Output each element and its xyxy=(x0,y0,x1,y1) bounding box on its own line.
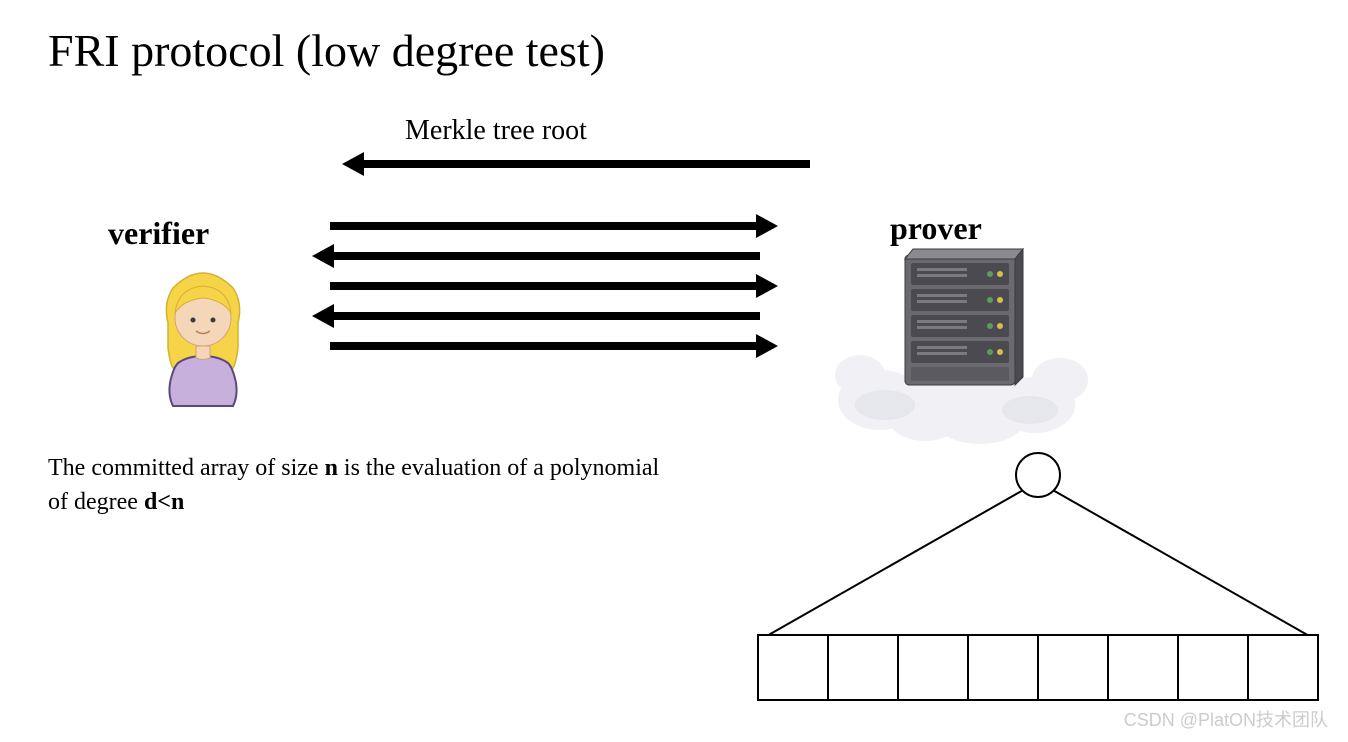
watermark: CSDN @PlatON技术团队 xyxy=(1124,706,1328,732)
arrow-right xyxy=(330,282,760,290)
description-text: The committed array of size n is the eva… xyxy=(48,452,668,519)
arrow-right xyxy=(330,342,760,350)
verifier-label: verifier xyxy=(108,215,209,252)
desc-bold-dn: d<n xyxy=(144,489,184,515)
page-title: FRI protocol (low degree test) xyxy=(48,24,605,77)
verifier-icon xyxy=(148,268,258,413)
merkle-root-label: Merkle tree root xyxy=(405,115,587,147)
merkle-tree-diagram xyxy=(755,445,1325,720)
desc-bold-n: n xyxy=(325,455,338,481)
arrow-left xyxy=(330,312,760,320)
prover-icon xyxy=(830,245,1090,450)
arrow-left xyxy=(360,160,810,168)
prover-label: prover xyxy=(890,210,982,247)
arrow-left xyxy=(330,252,760,260)
arrow-right xyxy=(330,222,760,230)
desc-part1: The committed array of size xyxy=(48,455,325,481)
